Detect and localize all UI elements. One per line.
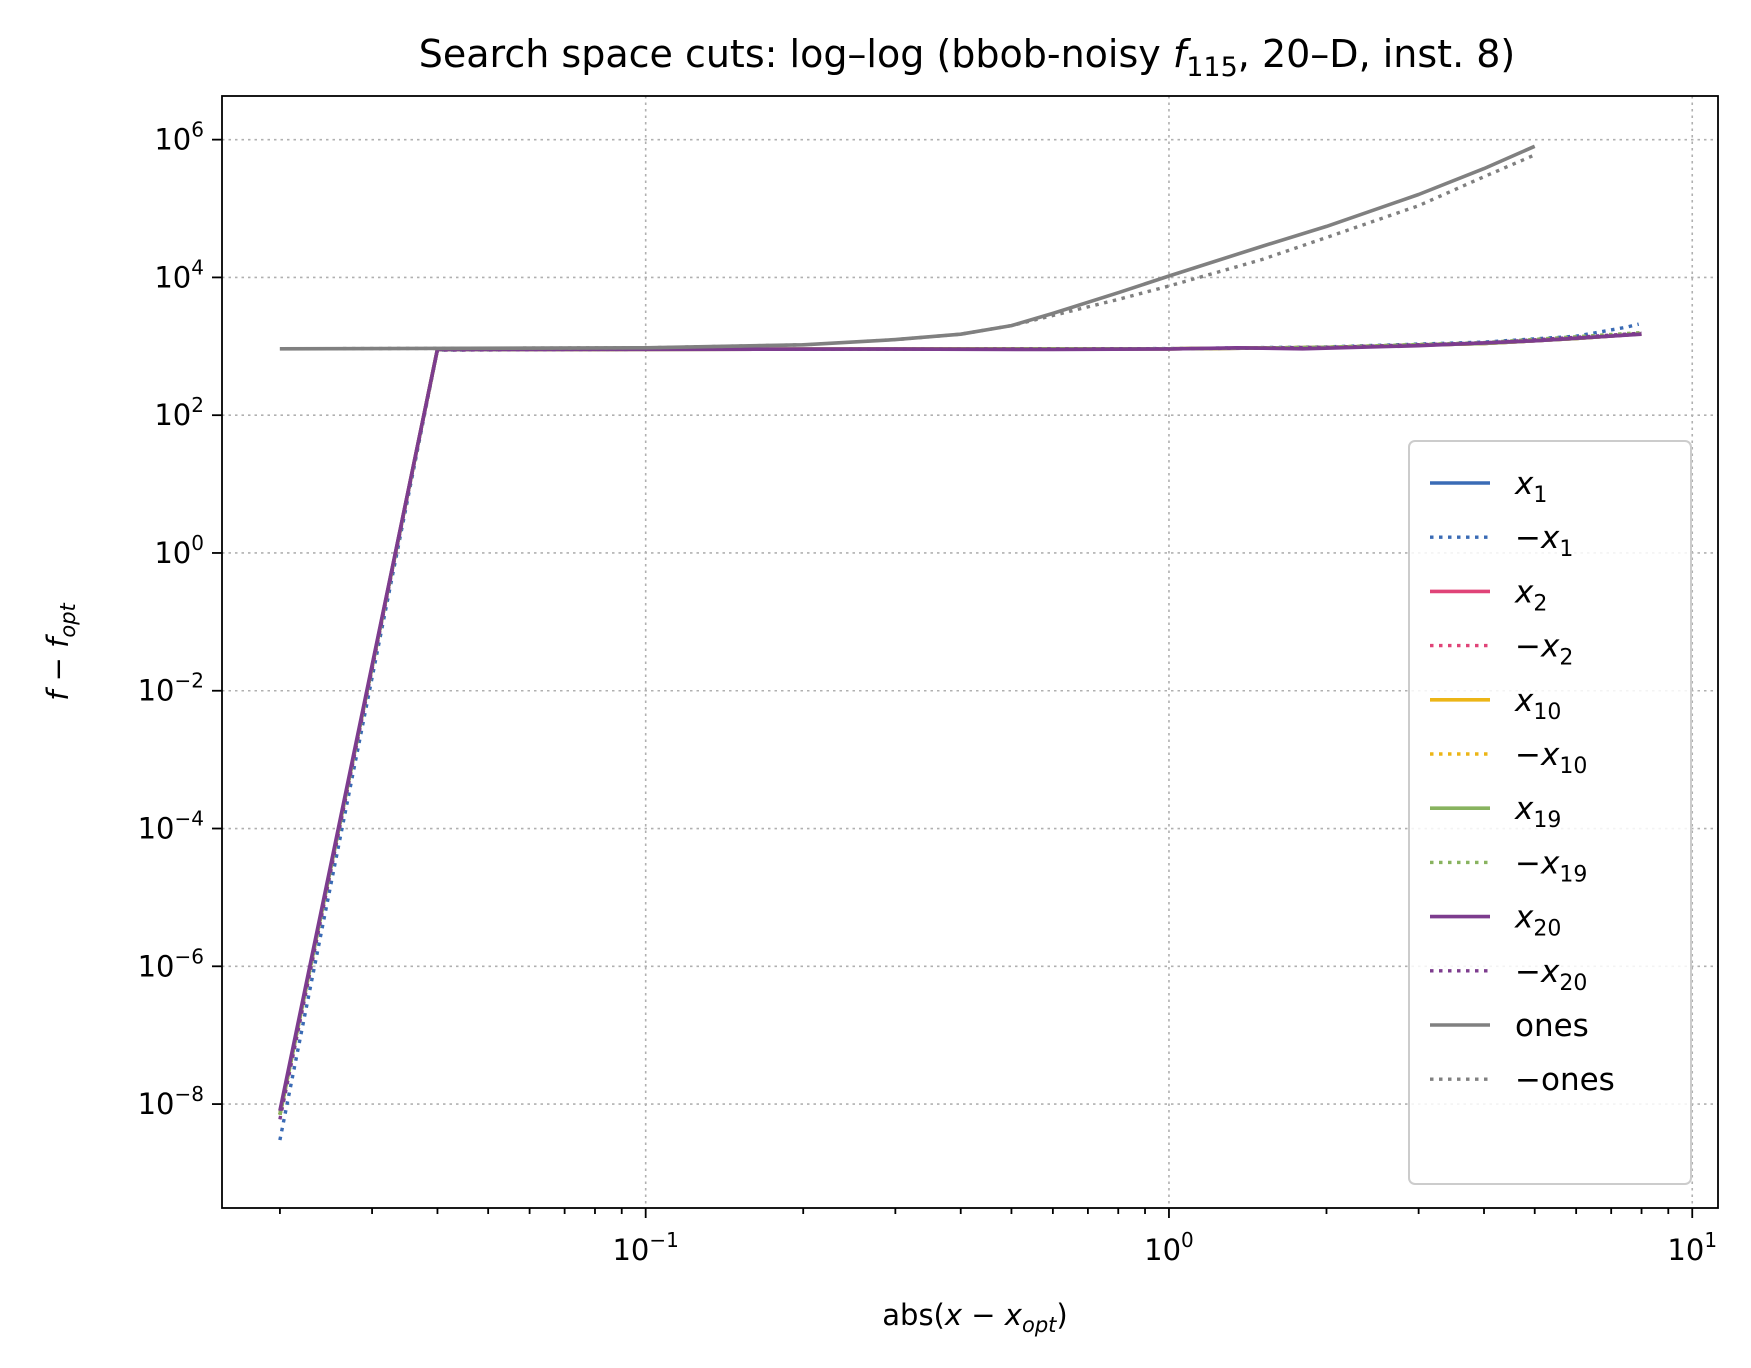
title-prefix: Search space cuts: log–log (bbob-noisy bbox=[419, 32, 1173, 76]
legend-label: ones bbox=[1515, 1008, 1589, 1044]
y-tick-label: 10−6 bbox=[138, 944, 204, 983]
legend-label: x2 bbox=[1514, 574, 1547, 616]
y-tick-label: 102 bbox=[154, 393, 204, 432]
legend-item-neg-ones: −ones bbox=[1430, 1062, 1615, 1098]
legend-item-neg-x19: −x19 bbox=[1430, 845, 1587, 887]
legend-label: x20 bbox=[1514, 900, 1561, 942]
legend-item-neg-x20: −x20 bbox=[1430, 954, 1587, 996]
legend-label: −x10 bbox=[1515, 737, 1587, 779]
legend-item-x19: x19 bbox=[1430, 791, 1561, 833]
legend: x1 −x1 x2 −x2 x10 −x10 x19 −x19 x20 −x20 ones −ones bbox=[1408, 440, 1692, 1185]
plot-area bbox=[278, 144, 1642, 1141]
legend-label: x10 bbox=[1514, 683, 1561, 725]
legend-item-neg-x1: −x1 bbox=[1430, 520, 1573, 562]
legend-item-x10: x10 bbox=[1430, 683, 1561, 725]
y-tick-label: 10−8 bbox=[138, 1082, 204, 1121]
legend-item-neg-x10: −x10 bbox=[1430, 737, 1587, 779]
y-tick-label: 100 bbox=[154, 531, 204, 570]
legend-item-x1: x1 bbox=[1430, 466, 1547, 508]
title-suffix: , 20–D, inst. 8) bbox=[1238, 32, 1515, 76]
legend-box bbox=[1408, 440, 1692, 1185]
axis-ticks: 10−1 100 101 10−8 10−6 10−4 10−2 100 102 104 106 bbox=[138, 118, 1717, 1267]
legend-label: −x20 bbox=[1515, 954, 1587, 996]
chart-title: Search space cuts: log–log (bbob-noisy f… bbox=[419, 32, 1515, 83]
axes-frame bbox=[221, 95, 1719, 1209]
x-axis-label: abs(x − xopt) bbox=[882, 1298, 1067, 1337]
x-tick-label: 10−1 bbox=[612, 1228, 678, 1267]
x-tick-label: 101 bbox=[1667, 1228, 1717, 1267]
legend-label: −x2 bbox=[1515, 629, 1573, 671]
y-tick-label: 10−2 bbox=[138, 669, 204, 708]
series-line-ones bbox=[279, 144, 1536, 351]
x-tick-label: 100 bbox=[1144, 1228, 1194, 1267]
legend-label: −ones bbox=[1515, 1062, 1615, 1098]
y-tick-label: 104 bbox=[154, 255, 204, 294]
legend-label: −x1 bbox=[1515, 520, 1573, 562]
legend-entries: x1 −x1 x2 −x2 x10 −x10 x19 −x19 x20 −x20 ones −ones bbox=[1430, 466, 1615, 1098]
y-tick-label: 106 bbox=[154, 118, 204, 157]
legend-item-x2: x2 bbox=[1430, 574, 1547, 616]
legend-label: x1 bbox=[1514, 466, 1547, 508]
y-tick-label: 10−4 bbox=[138, 807, 204, 846]
legend-label: x19 bbox=[1514, 791, 1561, 833]
legend-item-ones: ones bbox=[1430, 1008, 1589, 1044]
grid bbox=[222, 96, 1718, 1208]
title-function-subscript: 115 bbox=[1186, 52, 1238, 83]
legend-label: −x19 bbox=[1515, 845, 1587, 887]
legend-item-neg-x2: −x2 bbox=[1430, 629, 1573, 671]
legend-item-x20: x20 bbox=[1430, 900, 1561, 942]
